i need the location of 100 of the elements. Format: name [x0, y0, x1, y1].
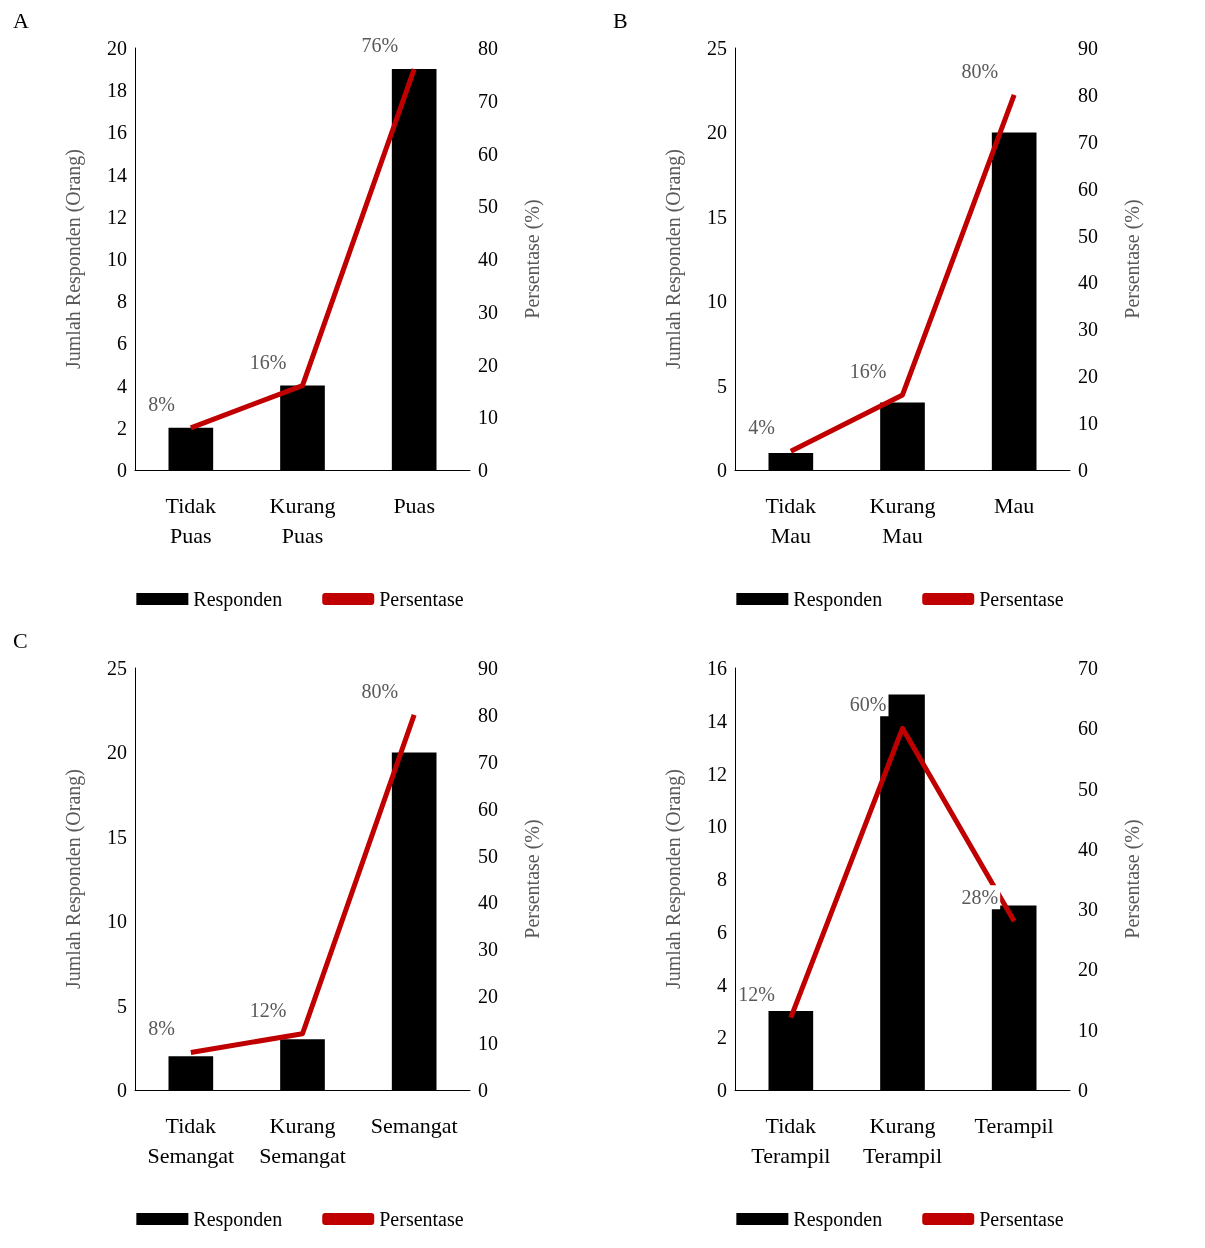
y2-tick-label: 20: [1078, 958, 1098, 981]
y-tick-label: 6: [717, 920, 727, 943]
data-label: 80%: [361, 679, 399, 702]
y-tick-label: 18: [107, 79, 127, 102]
y2-tick-label: 50: [1078, 777, 1098, 800]
y-tick-label: 0: [717, 459, 727, 481]
y2-tick-label: 10: [1078, 1018, 1098, 1041]
y-tick-label: 25: [707, 37, 727, 59]
y-tick-label: 15: [107, 825, 127, 848]
y2-tick-label: 40: [1078, 271, 1098, 294]
chart-title: A: [13, 7, 29, 33]
y-tick-label: 4: [717, 973, 727, 996]
y2-tick-label: 80: [478, 703, 498, 726]
data-label: 60%: [849, 693, 887, 716]
y-axis-title: Jumlah Responden (Orang): [62, 769, 85, 989]
y2-axis-title: Persentase (%): [1121, 199, 1144, 319]
y2-tick-label: 0: [1078, 1079, 1088, 1101]
y2-tick-label: 30: [478, 300, 498, 323]
y2-tick-label: 30: [1078, 318, 1098, 341]
x-tick-label: Mau: [994, 492, 1035, 518]
y-tick-label: 25: [107, 657, 127, 679]
y-tick-label: 0: [717, 1079, 727, 1101]
x-tick-label: Terampil: [974, 1112, 1054, 1138]
y2-tick-label: 30: [478, 938, 498, 961]
y2-tick-label: 40: [478, 248, 498, 270]
x-tick-label: Tidak Terampil: [751, 1112, 831, 1168]
legend-label: Responden: [793, 588, 883, 611]
y-tick-label: 2: [117, 416, 127, 439]
y2-tick-label: 80: [478, 37, 498, 59]
y2-axis-title: Persentase (%): [1121, 819, 1144, 939]
y-tick-label: 4: [117, 374, 127, 397]
x-tick-label: Semangat: [370, 1112, 458, 1138]
y-tick-label: 15: [707, 205, 727, 228]
chart-title: B: [613, 7, 628, 33]
data-label: 80%: [961, 59, 999, 82]
legend-label: Persentase: [379, 1208, 464, 1230]
y2-tick-label: 70: [1078, 657, 1098, 679]
y2-tick-label: 60: [478, 797, 498, 820]
y2-tick-label: 50: [478, 844, 498, 867]
y2-tick-label: 30: [1078, 898, 1098, 921]
legend-label: Responden: [193, 1208, 283, 1231]
x-tick-label: Puas: [393, 492, 435, 518]
y2-tick-label: 70: [478, 89, 498, 112]
y2-tick-label: 10: [478, 1032, 498, 1055]
y2-tick-label: 0: [478, 459, 488, 481]
y2-tick-label: 20: [478, 353, 498, 376]
y2-tick-label: 50: [1078, 224, 1098, 247]
y2-tick-label: 20: [478, 985, 498, 1008]
y-tick-label: 12: [707, 762, 727, 785]
y-tick-label: 10: [107, 910, 127, 933]
data-label: 8%: [148, 1017, 175, 1040]
y-tick-label: 8: [117, 290, 127, 313]
x-tick-label: Kurang Terampil: [862, 1112, 943, 1168]
y2-tick-label: 60: [478, 142, 498, 165]
data-label: 12%: [738, 982, 775, 1005]
legend-label: Persentase: [979, 1208, 1064, 1230]
y-tick-label: 10: [107, 248, 127, 270]
y-tick-label: 20: [107, 741, 127, 764]
y2-tick-label: 80: [1078, 83, 1098, 106]
y2-tick-label: 20: [1078, 365, 1098, 388]
data-label: 12%: [249, 998, 287, 1021]
legend-label: Responden: [793, 1208, 883, 1231]
data-label: 16%: [849, 359, 887, 382]
y2-tick-label: 70: [478, 750, 498, 773]
data-label: 8%: [148, 392, 175, 415]
y-tick-label: 6: [117, 332, 127, 355]
data-label: 28%: [961, 886, 999, 909]
y2-axis-title: Persentase (%): [521, 819, 544, 939]
y-tick-label: 14: [707, 709, 727, 732]
y2-tick-label: 70: [1078, 130, 1098, 153]
y-tick-label: 2: [717, 1026, 727, 1049]
y-tick-label: 5: [117, 994, 127, 1017]
y2-tick-label: 40: [478, 891, 498, 914]
x-tick-label: Kurang Mau: [869, 492, 936, 548]
y2-tick-label: 50: [478, 195, 498, 218]
x-tick-label: Tidak Mau: [765, 492, 817, 548]
y2-tick-label: 0: [1078, 459, 1088, 481]
y2-tick-label: 60: [1078, 717, 1098, 740]
y-tick-label: 0: [117, 459, 127, 481]
legend-label: Persentase: [379, 588, 464, 610]
y2-tick-label: 60: [1078, 177, 1098, 200]
y-tick-label: 10: [707, 815, 727, 838]
data-label: 4%: [748, 416, 775, 439]
legend-label: Persentase: [979, 588, 1064, 610]
y-tick-label: 0: [117, 1079, 127, 1101]
y-tick-label: 20: [107, 37, 127, 59]
y-tick-label: 10: [707, 290, 727, 313]
legend-label: Responden: [193, 588, 283, 611]
y-axis-title: Jumlah Responden (Orang): [62, 149, 85, 369]
y-axis-title: Jumlah Responden (Orang): [662, 149, 685, 369]
data-label: 16%: [249, 350, 287, 373]
y2-tick-label: 40: [1078, 837, 1098, 860]
chart-title: C: [13, 627, 28, 653]
x-tick-label: Kurang Semangat: [259, 1112, 346, 1168]
y-tick-label: 12: [107, 205, 127, 228]
x-tick-label: Kurang Puas: [269, 492, 336, 548]
y2-axis-title: Persentase (%): [521, 199, 544, 319]
x-tick-label: Tidak Semangat: [147, 1112, 235, 1168]
y2-tick-label: 0: [478, 1079, 488, 1101]
y-axis-title: Jumlah Responden (Orang): [662, 769, 685, 989]
